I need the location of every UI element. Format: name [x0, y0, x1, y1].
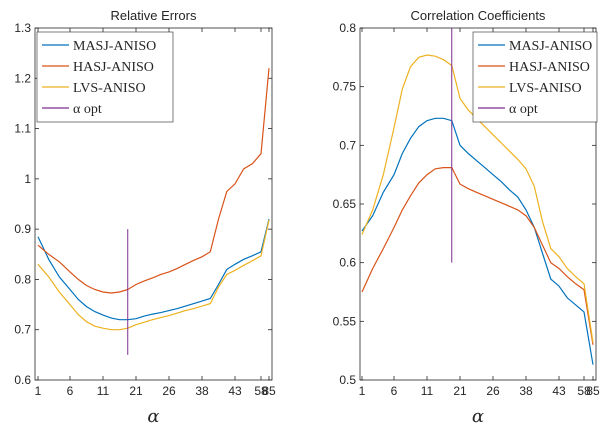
x-axis-label: α: [472, 406, 484, 427]
y-tick-label: 0.9: [14, 222, 31, 236]
x-tick-label: 85: [586, 384, 600, 398]
x-tick-label: 43: [228, 384, 242, 398]
x-tick-label: 21: [129, 384, 143, 398]
y-tick-label: 0.7: [14, 323, 31, 337]
y-tick-label: 1: [24, 172, 31, 186]
y-tick-label: 1.3: [14, 21, 31, 35]
legend-label: LVS-ANISO: [73, 81, 146, 96]
y-tick-label: 1.2: [14, 71, 31, 85]
x-tick-label: 6: [391, 384, 398, 398]
y-tick-label: 0.7: [339, 138, 356, 152]
legend-box: [36, 31, 174, 123]
chart-title: Correlation Coefficients: [411, 8, 546, 23]
x-tick-label: 1: [35, 384, 42, 398]
legend-label: HASJ-ANISO: [73, 60, 154, 75]
x-tick-label: 1: [359, 384, 366, 398]
x-tick-label: 6: [67, 384, 74, 398]
series-line-masj-aniso: [361, 117, 594, 365]
series-line-lvs-aniso: [37, 219, 270, 331]
x-tick-label: 58: [577, 384, 591, 398]
legend-label: MASJ-ANISO: [509, 39, 592, 54]
y-tick-label: 0.75: [333, 80, 357, 94]
correlation-coefficients-panel: Correlation Coefficients 0.5 0.55 0.6 0.65 0.…: [333, 8, 600, 427]
legend-label: α opt: [73, 102, 102, 117]
legend-box: [472, 31, 598, 123]
x-tick-label: 85: [262, 384, 276, 398]
chart-title: Relative Errors: [111, 8, 197, 23]
plot-area-frame: [34, 27, 273, 381]
legend-label: α opt: [509, 102, 538, 117]
legend-label: MASJ-ANISO: [73, 39, 156, 54]
y-tick-label: 0.5: [339, 373, 356, 387]
x-tick-label: 11: [421, 384, 434, 398]
series-line-hasj-aniso: [361, 167, 594, 345]
y-tick-label: 0.8: [339, 21, 356, 35]
legend: MASJ-ANISO HASJ-ANISO LVS-ANISO α opt: [36, 31, 174, 123]
x-tick-label: 38: [519, 384, 533, 398]
legend: MASJ-ANISO HASJ-ANISO LVS-ANISO α opt: [472, 31, 598, 123]
y-tick-label: 1.1: [14, 122, 31, 136]
x-tick-label: 21: [453, 384, 467, 398]
series-line-masj-aniso: [37, 218, 270, 321]
y-tick-label: 0.8: [14, 272, 31, 286]
x-tick-label: 26: [486, 384, 500, 398]
x-tick-label: 43: [552, 384, 566, 398]
x-tick-label: 58: [254, 384, 268, 398]
y-tick-label: 0.55: [333, 314, 357, 328]
x-tick-label: 11: [97, 384, 110, 398]
y-tick-label: 0.6: [14, 373, 31, 387]
series-line-hasj-aniso: [37, 68, 270, 294]
legend-label: HASJ-ANISO: [509, 60, 590, 75]
x-tick-label: 38: [195, 384, 209, 398]
y-tick-label: 0.6: [339, 256, 356, 270]
series-line-lvs-aniso: [361, 54, 594, 343]
x-tick-label: 26: [162, 384, 176, 398]
y-tick-label: 0.65: [333, 197, 357, 211]
relative-errors-panel: Relative Errors 0.6 0.7 0.8 0.9 1 1.1 1.2 1.3 1 6 1…: [14, 8, 276, 427]
legend-label: LVS-ANISO: [509, 81, 582, 96]
x-axis-label: α: [147, 406, 159, 427]
